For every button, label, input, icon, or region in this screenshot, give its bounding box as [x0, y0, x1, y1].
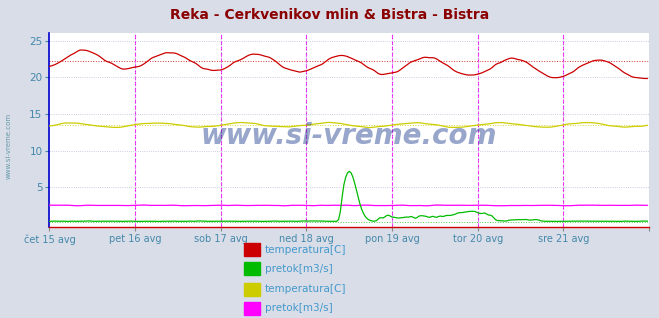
Text: www.si-vreme.com: www.si-vreme.com	[5, 113, 11, 179]
Text: temperatura[C]: temperatura[C]	[265, 245, 347, 255]
Text: pretok[m3/s]: pretok[m3/s]	[265, 303, 333, 314]
Text: Reka - Cerkvenikov mlin & Bistra - Bistra: Reka - Cerkvenikov mlin & Bistra - Bistr…	[170, 8, 489, 22]
Text: pretok[m3/s]: pretok[m3/s]	[265, 264, 333, 274]
Text: www.si-vreme.com: www.si-vreme.com	[201, 122, 498, 150]
Text: temperatura[C]: temperatura[C]	[265, 284, 347, 294]
